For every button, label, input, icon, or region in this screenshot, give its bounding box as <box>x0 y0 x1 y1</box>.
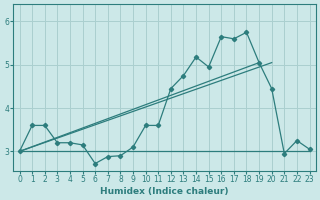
X-axis label: Humidex (Indice chaleur): Humidex (Indice chaleur) <box>100 187 229 196</box>
